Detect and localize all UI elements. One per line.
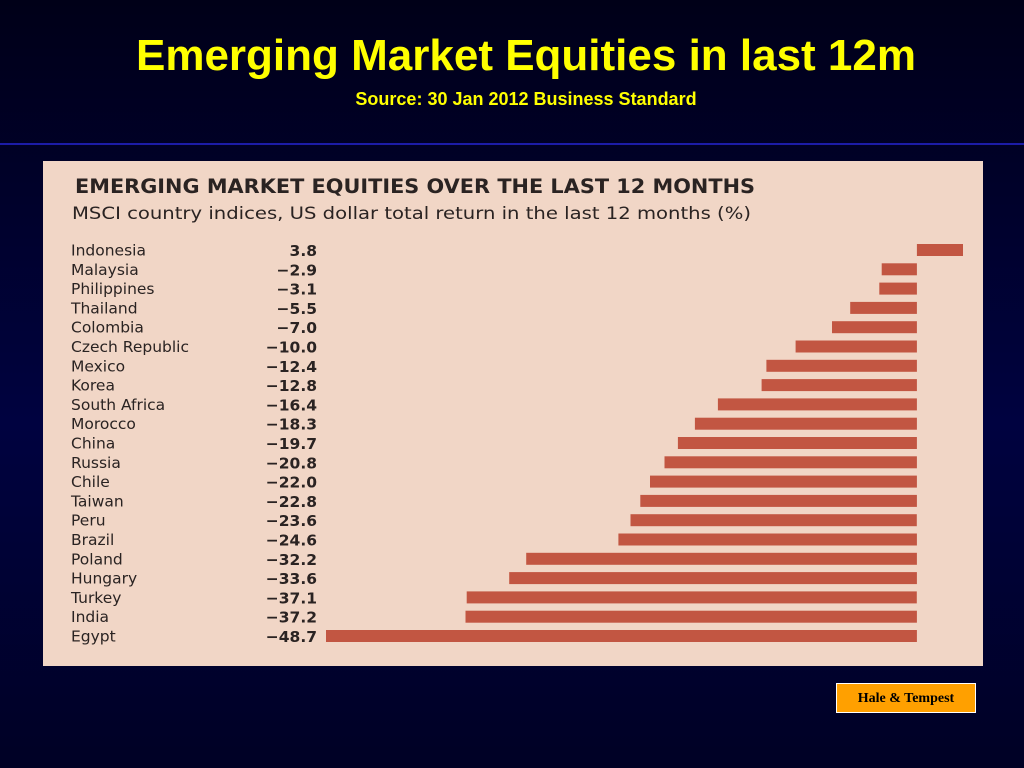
bar: [766, 359, 917, 372]
category-label: Brazil: [71, 531, 114, 549]
chart-background: [43, 161, 983, 666]
newspaper-chart-clipping: EMERGING MARKET EQUITIES OVER THE LAST 1…: [43, 161, 983, 666]
value-label: −16.4: [266, 396, 317, 414]
title-divider: [0, 143, 1024, 145]
bar-chart: EMERGING MARKET EQUITIES OVER THE LAST 1…: [43, 161, 983, 666]
bar: [630, 514, 917, 527]
value-label: −23.6: [266, 512, 317, 530]
bars-layer: Indonesia 3.8 Malaysia −2.9 Philippines −3.1 T…: [70, 242, 963, 646]
bar: [879, 282, 917, 295]
bar: [618, 533, 917, 546]
bar: [881, 263, 917, 276]
category-label: Turkey: [70, 589, 121, 607]
value-label: −48.7: [266, 628, 317, 646]
category-label: Peru: [71, 512, 106, 530]
bar: [694, 417, 917, 430]
category-label: Indonesia: [71, 242, 146, 260]
value-label: −2.9: [277, 261, 317, 279]
value-label: −5.5: [277, 300, 317, 318]
value-label: −22.0: [266, 474, 317, 492]
bar: [795, 340, 917, 353]
category-label: Chile: [71, 473, 110, 491]
chart-title: EMERGING MARKET EQUITIES OVER THE LAST 1…: [75, 175, 755, 198]
category-label: Poland: [71, 550, 123, 568]
value-label: 3.8: [290, 242, 317, 260]
bar: [832, 321, 917, 334]
value-label: −24.6: [266, 532, 317, 550]
value-label: −19.7: [266, 435, 317, 453]
slide-subtitle: Source: 30 Jan 2012 Business Standard: [355, 89, 697, 109]
chart-subtitle: MSCI country indices, US dollar total re…: [72, 204, 751, 223]
category-label: Morocco: [71, 415, 136, 433]
category-label: Russia: [71, 454, 121, 472]
bar: [465, 610, 917, 623]
value-label: −7.0: [277, 319, 318, 337]
value-label: −37.2: [266, 609, 317, 627]
bar: [640, 494, 917, 507]
value-label: −22.8: [266, 493, 317, 511]
category-label: Korea: [71, 377, 115, 395]
category-label: Hungary: [71, 570, 137, 588]
bar: [916, 244, 963, 256]
bar: [850, 301, 917, 314]
category-label: Colombia: [71, 319, 144, 337]
category-label: Egypt: [71, 628, 116, 646]
value-label: −3.1: [277, 281, 317, 299]
value-label: −10.0: [266, 339, 317, 357]
bar: [466, 591, 917, 604]
category-label: Mexico: [71, 357, 125, 375]
category-label: Malaysia: [71, 261, 139, 279]
category-label: South Africa: [71, 396, 165, 414]
value-label: −12.8: [266, 377, 317, 395]
bar: [650, 475, 917, 488]
bar: [677, 437, 917, 449]
value-label: −20.8: [266, 454, 317, 472]
value-label: −37.1: [266, 589, 317, 607]
category-label: India: [71, 608, 109, 626]
hale-tempest-badge: Hale & Tempest: [836, 683, 976, 713]
bar: [526, 552, 917, 565]
bar: [717, 398, 917, 411]
category-label: Philippines: [71, 280, 155, 298]
bar: [326, 630, 917, 642]
bar: [761, 379, 917, 392]
category-label: Czech Republic: [71, 338, 189, 356]
value-label: −12.4: [266, 358, 317, 376]
value-label: −18.3: [266, 416, 317, 434]
category-label: Thailand: [70, 299, 138, 317]
value-label: −32.2: [266, 551, 317, 569]
slide-title: Emerging Market Equities in last 12m: [135, 31, 916, 80]
value-label: −33.6: [266, 570, 317, 588]
category-label: China: [71, 435, 115, 453]
category-label: Taiwan: [70, 492, 124, 510]
bar: [664, 456, 917, 469]
bar: [509, 572, 917, 585]
